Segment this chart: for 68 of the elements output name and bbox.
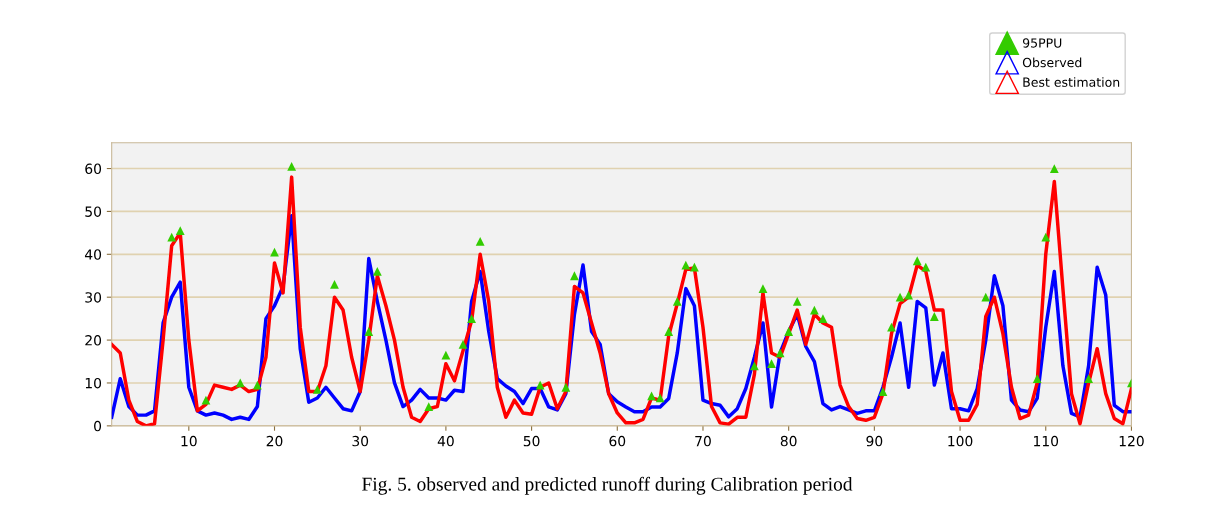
x-tick-label: 80 bbox=[780, 435, 797, 447]
point bbox=[690, 262, 699, 272]
point bbox=[750, 361, 759, 371]
x-tick-label: 10 bbox=[181, 435, 197, 447]
x-tick-label: 90 bbox=[866, 435, 883, 447]
point bbox=[372, 267, 382, 276]
point bbox=[655, 393, 665, 403]
x-tick-label: 70 bbox=[695, 435, 711, 447]
y-tick-label: 20 bbox=[85, 335, 102, 346]
point bbox=[424, 402, 434, 411]
point bbox=[1049, 164, 1059, 173]
point bbox=[775, 348, 785, 358]
point bbox=[1041, 232, 1051, 242]
point bbox=[681, 260, 691, 270]
point bbox=[330, 279, 339, 289]
point bbox=[672, 297, 682, 306]
point bbox=[904, 290, 914, 300]
point bbox=[981, 292, 991, 302]
point bbox=[895, 292, 905, 302]
point bbox=[792, 297, 802, 306]
point bbox=[561, 382, 571, 392]
caption: Fig. 5. observed and predicted runoff during Calibration period bbox=[362, 476, 853, 495]
point bbox=[887, 322, 896, 332]
point bbox=[252, 380, 262, 390]
point bbox=[921, 262, 931, 272]
point bbox=[270, 247, 279, 257]
point bbox=[784, 327, 794, 336]
x-tick-label: 20 bbox=[266, 435, 283, 447]
x-tick-label: 60 bbox=[609, 435, 626, 447]
point bbox=[1084, 374, 1093, 384]
point bbox=[312, 385, 322, 394]
point bbox=[364, 327, 374, 336]
x-tick-label: 40 bbox=[437, 435, 454, 447]
x-tick-label: 120 bbox=[1119, 435, 1144, 447]
point bbox=[767, 359, 776, 369]
point bbox=[287, 162, 297, 171]
point bbox=[441, 350, 451, 360]
y-tick-label: 60 bbox=[85, 163, 102, 175]
point bbox=[167, 232, 177, 242]
legend-label: Best estimation bbox=[1023, 77, 1120, 87]
point bbox=[647, 391, 656, 401]
y-tick-label: 0 bbox=[94, 420, 102, 432]
point bbox=[1032, 374, 1042, 384]
y-tick-label: 40 bbox=[84, 249, 102, 260]
point bbox=[878, 387, 888, 396]
x-tick-label: 100 bbox=[948, 435, 973, 447]
point bbox=[912, 256, 922, 266]
legend-label: 95PPU bbox=[1022, 38, 1062, 48]
x-tick-label: 110 bbox=[1034, 435, 1059, 447]
point bbox=[458, 339, 468, 349]
point bbox=[201, 395, 211, 405]
point bbox=[235, 378, 245, 388]
point bbox=[929, 312, 939, 321]
point bbox=[467, 314, 476, 324]
point bbox=[570, 271, 579, 281]
x-tick-label: 50 bbox=[523, 435, 540, 447]
legend-label: Observed bbox=[1022, 57, 1082, 68]
y-tick-label: 30 bbox=[85, 292, 102, 303]
y-tick-label: 50 bbox=[85, 206, 102, 217]
point bbox=[818, 314, 828, 324]
y-tick-label: 10 bbox=[85, 377, 102, 389]
x-tick-label: 30 bbox=[352, 435, 369, 447]
point bbox=[175, 226, 185, 236]
point bbox=[809, 305, 819, 315]
point bbox=[664, 327, 674, 336]
point bbox=[475, 237, 485, 246]
point bbox=[535, 380, 545, 390]
point bbox=[758, 284, 768, 294]
